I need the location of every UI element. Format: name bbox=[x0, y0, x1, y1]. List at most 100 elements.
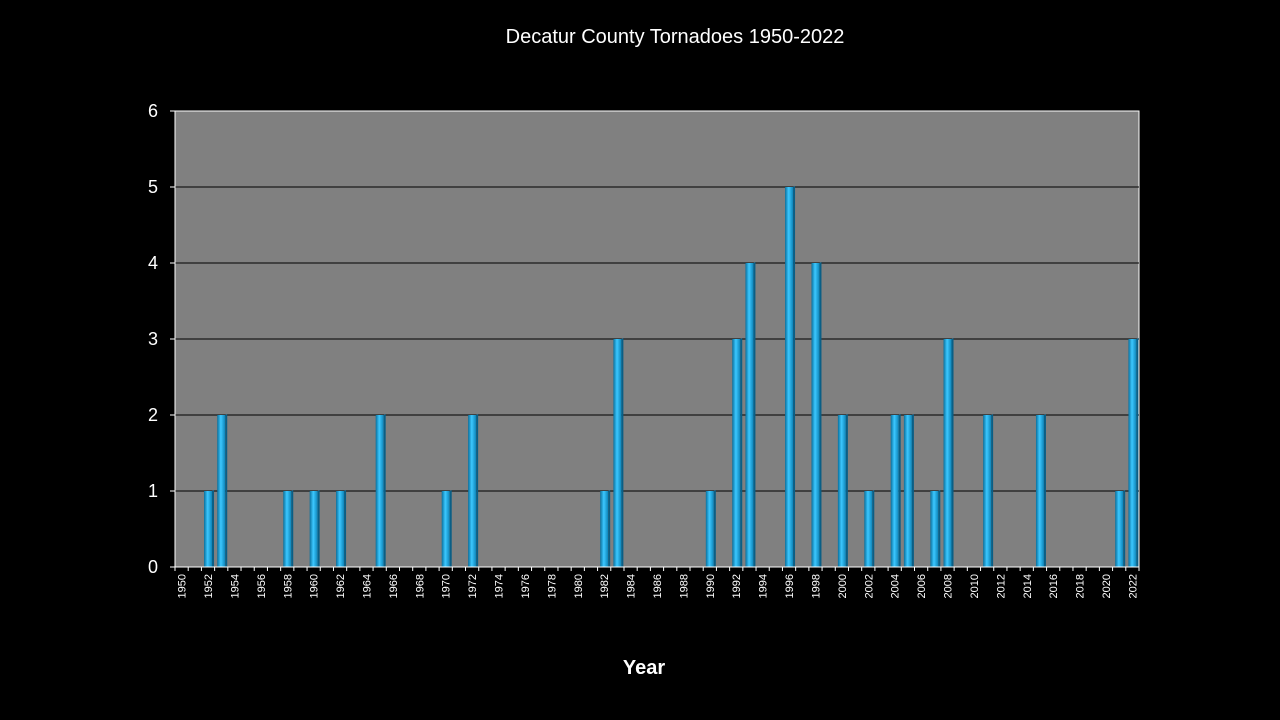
bar-body bbox=[309, 491, 318, 567]
x-tick-label: 2012 bbox=[995, 574, 1007, 598]
bar-side bbox=[898, 414, 901, 567]
x-tick-label: 1958 bbox=[282, 574, 294, 598]
bar-body bbox=[1035, 415, 1044, 567]
bar bbox=[1035, 414, 1046, 567]
bar bbox=[375, 414, 386, 567]
bar-body bbox=[930, 491, 939, 567]
x-tick-label: 2018 bbox=[1075, 574, 1087, 598]
x-tick-label: 1998 bbox=[810, 574, 822, 598]
bar-side bbox=[1043, 414, 1046, 567]
bar-body bbox=[217, 415, 226, 567]
bar-body bbox=[705, 491, 714, 567]
bar bbox=[943, 338, 954, 567]
bar-side bbox=[476, 414, 479, 567]
bar-side bbox=[1123, 490, 1126, 567]
bar-side bbox=[951, 338, 954, 567]
bar-side bbox=[344, 490, 347, 567]
bar-side bbox=[621, 338, 624, 567]
chart-title: Decatur County Tornadoes 1950-2022 bbox=[506, 26, 845, 48]
bar-body bbox=[785, 187, 794, 567]
bar bbox=[903, 414, 914, 567]
bar bbox=[468, 414, 479, 567]
bar bbox=[613, 338, 624, 567]
bar bbox=[441, 490, 452, 567]
bar-body bbox=[811, 263, 820, 567]
x-tick-label: 1962 bbox=[335, 574, 347, 598]
bar-side bbox=[291, 490, 294, 567]
bar bbox=[283, 490, 294, 567]
bar bbox=[930, 490, 941, 567]
x-tick-label: 2000 bbox=[837, 574, 849, 598]
x-tick-label: 1988 bbox=[678, 574, 690, 598]
x-tick-label: 1968 bbox=[414, 574, 426, 598]
y-axis-ticks: 0 1 2 3 4 5 6 bbox=[148, 101, 175, 577]
x-axis-ticks: 1950 1952 1954 1956 1958 1960 1962 1964 1966 1968… bbox=[174, 567, 1140, 598]
x-tick-label: 2016 bbox=[1048, 574, 1060, 598]
y-tick-label: 5 bbox=[148, 177, 158, 197]
bar-side bbox=[225, 414, 228, 567]
bar-body bbox=[468, 415, 477, 567]
x-tick-label: 1976 bbox=[520, 574, 532, 598]
bar-body bbox=[204, 491, 213, 567]
bar-body bbox=[283, 491, 292, 567]
bar bbox=[204, 490, 215, 567]
bar bbox=[785, 186, 796, 567]
bar bbox=[705, 490, 716, 567]
x-tick-label: 2020 bbox=[1101, 574, 1113, 598]
bar bbox=[864, 490, 875, 567]
bar bbox=[1115, 490, 1126, 567]
bar-side bbox=[753, 262, 756, 567]
gridlines bbox=[175, 186, 1139, 492]
x-tick-label: 2008 bbox=[943, 574, 955, 598]
x-axis-label: Year bbox=[623, 657, 665, 679]
bar-side bbox=[1136, 338, 1139, 567]
bar bbox=[983, 414, 994, 567]
y-tick-label: 1 bbox=[148, 481, 158, 501]
bar-side bbox=[845, 414, 848, 567]
bar-body bbox=[864, 491, 873, 567]
x-tick-label: 1980 bbox=[573, 574, 585, 598]
bar-body bbox=[983, 415, 992, 567]
x-tick-label: 1954 bbox=[229, 574, 241, 598]
bar-body bbox=[943, 339, 952, 567]
x-tick-label: 1964 bbox=[361, 574, 373, 598]
x-tick-label: 2010 bbox=[969, 574, 981, 598]
bar-side bbox=[212, 490, 215, 567]
bar-side bbox=[911, 414, 914, 567]
x-tick-label: 1978 bbox=[546, 574, 558, 598]
bars bbox=[204, 186, 1139, 567]
bar bbox=[336, 490, 347, 567]
x-tick-label: 1970 bbox=[441, 574, 453, 598]
x-tick-label: 2004 bbox=[890, 574, 902, 598]
x-tick-label: 1996 bbox=[784, 574, 796, 598]
bar-body bbox=[1128, 339, 1137, 567]
x-tick-label: 1950 bbox=[177, 574, 189, 598]
x-tick-label: 1984 bbox=[626, 574, 638, 598]
x-tick-label: 1994 bbox=[758, 574, 770, 598]
bar-body bbox=[837, 415, 846, 567]
x-tick-label: 1990 bbox=[705, 574, 717, 598]
bar bbox=[1128, 338, 1139, 567]
bar bbox=[309, 490, 320, 567]
x-tick-label: 1992 bbox=[731, 574, 743, 598]
bar-body bbox=[1115, 491, 1124, 567]
bar-side bbox=[793, 186, 796, 567]
bar-side bbox=[713, 490, 716, 567]
y-tick-label: 6 bbox=[148, 101, 158, 121]
x-tick-label: 1982 bbox=[599, 574, 611, 598]
x-tick-label: 1956 bbox=[256, 574, 268, 598]
bar-side bbox=[938, 490, 941, 567]
bar-body bbox=[600, 491, 609, 567]
y-tick-label: 2 bbox=[148, 405, 158, 425]
bar-body bbox=[613, 339, 622, 567]
bar-side bbox=[383, 414, 386, 567]
y-tick-label: 3 bbox=[148, 329, 158, 349]
y-tick-label: 4 bbox=[148, 253, 158, 273]
bar-body bbox=[890, 415, 899, 567]
bar-body bbox=[375, 415, 384, 567]
bar-body bbox=[336, 491, 345, 567]
x-tick-label: 1952 bbox=[203, 574, 215, 598]
bar-body bbox=[441, 491, 450, 567]
x-tick-label: 2002 bbox=[863, 574, 875, 598]
